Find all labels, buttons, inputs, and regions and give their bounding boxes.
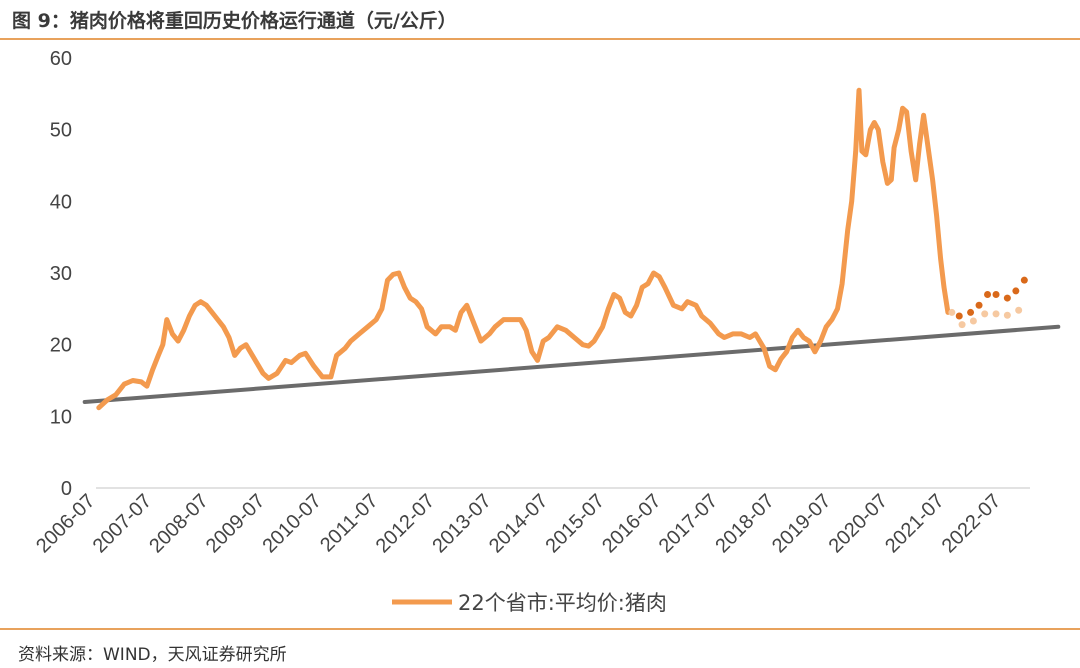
x-tick-label: 2012-07 — [372, 490, 439, 557]
x-tick-label: 2019-07 — [768, 490, 835, 557]
x-tick-label: 2016-07 — [598, 490, 665, 557]
y-tick-label: 60 — [50, 48, 72, 70]
legend-label: 22个省市:平均价:猪肉 — [458, 591, 667, 615]
forecast-high-point — [955, 312, 963, 320]
x-tick-label: 2008-07 — [145, 490, 212, 557]
x-tick-label: 2011-07 — [316, 490, 382, 556]
forecast-low-point — [958, 321, 966, 329]
trend-line — [82, 324, 1061, 404]
forecast-low-point — [969, 317, 977, 325]
forecast-high-point — [1012, 287, 1020, 295]
x-tick-label: 2013-07 — [428, 490, 495, 557]
figure-title: 图 9：猪肉价格将重回历史价格运行通道（元/公斤） — [12, 10, 457, 32]
series-line-pork-price — [96, 87, 951, 411]
x-tick-label: 2015-07 — [542, 490, 609, 557]
x-tick-label: 2017-07 — [655, 490, 722, 557]
x-tick-label: 2021-07 — [881, 490, 948, 557]
forecast-low-point — [981, 310, 989, 318]
y-tick-label: 0 — [61, 478, 72, 500]
forecast-low-point — [948, 308, 956, 316]
source-note: 资料来源：WIND，天风证券研究所 — [18, 645, 287, 665]
forecast-low-point — [992, 310, 1000, 318]
forecast-high-point — [984, 291, 992, 298]
forecast-high-point — [967, 308, 975, 316]
y-tick-label: 10 — [50, 406, 72, 428]
forecast-high-point — [1020, 276, 1028, 284]
y-tick-label: 20 — [50, 335, 72, 357]
forecast-low-point — [1003, 311, 1011, 319]
x-axis-ticks: 2006-072007-072008-072009-072010-072011-… — [32, 490, 1005, 557]
y-tick-label: 50 — [50, 120, 72, 142]
y-tick-label: 40 — [50, 191, 72, 213]
x-tick-label: 2022-07 — [938, 490, 1005, 557]
x-tick-label: 2007-07 — [89, 490, 156, 557]
forecast-high-point — [992, 291, 1000, 298]
pork-price-line-chart: 0 10 20 30 40 50 60 2006-072007-072008-072009-… — [32, 48, 1061, 615]
y-axis-ticks: 0 10 20 30 40 50 60 — [50, 48, 72, 500]
y-tick-label: 30 — [50, 263, 72, 285]
legend: 22个省市:平均价:猪肉 — [392, 591, 667, 615]
x-tick-label: 2018-07 — [711, 490, 778, 557]
forecast-points — [948, 276, 1028, 329]
forecast-high-point — [1003, 294, 1011, 302]
x-tick-label: 2009-07 — [202, 490, 269, 557]
top-rule — [0, 38, 1080, 40]
x-tick-label: 2006-07 — [32, 490, 99, 557]
x-tick-label: 2020-07 — [825, 490, 892, 557]
bottom-rule — [0, 628, 1080, 630]
forecast-high-point — [975, 301, 983, 309]
forecast-low-point — [1015, 306, 1023, 314]
x-tick-label: 2010-07 — [258, 490, 325, 557]
x-tick-label: 2014-07 — [485, 490, 552, 557]
